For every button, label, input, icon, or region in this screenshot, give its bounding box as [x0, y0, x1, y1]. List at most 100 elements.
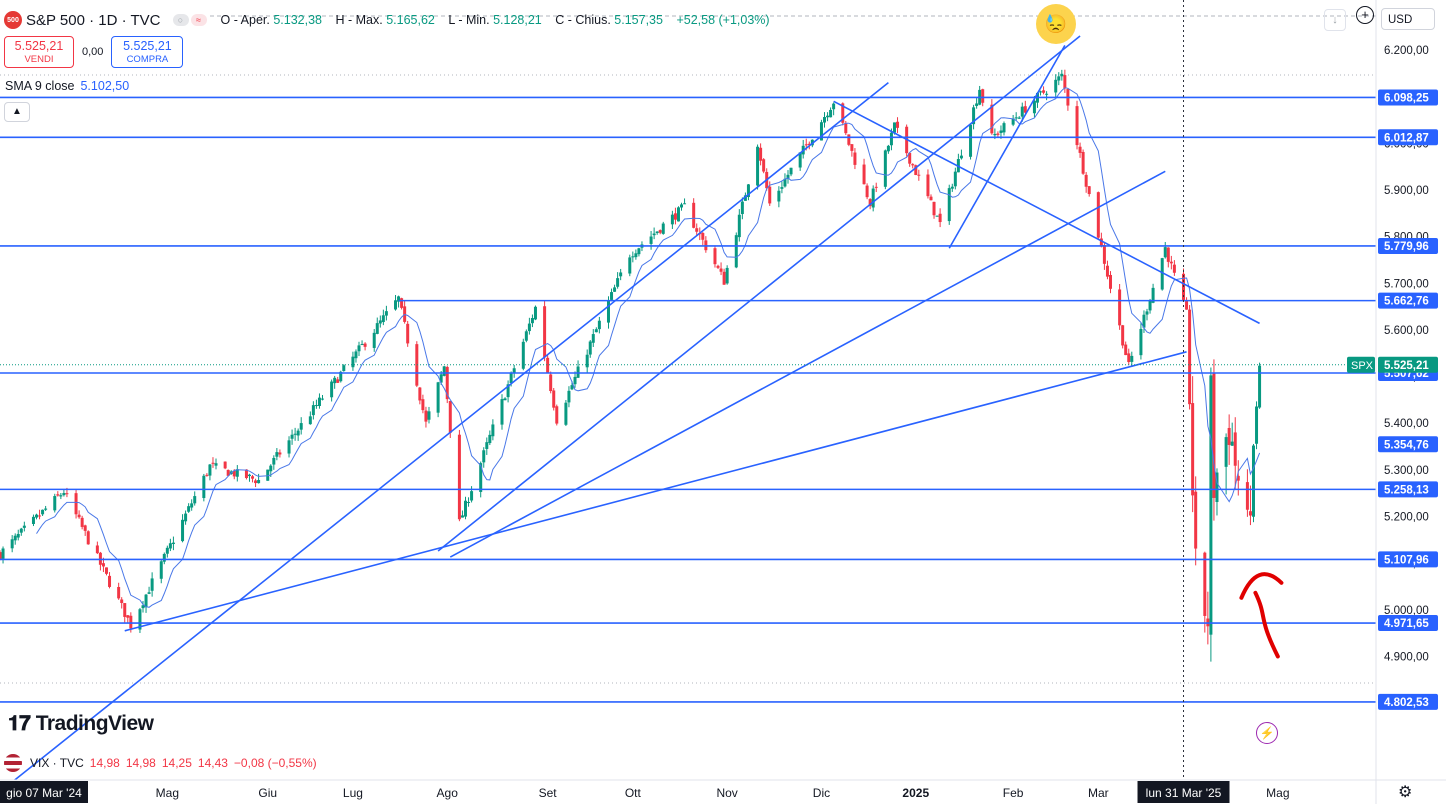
download-icon[interactable]: ↓: [1324, 9, 1346, 31]
candle-body: [360, 344, 364, 346]
candle: [658, 229, 662, 235]
candle-body: [1014, 117, 1018, 119]
candle-body: [1078, 146, 1082, 153]
candle-body: [1087, 186, 1091, 195]
candle: [83, 524, 87, 536]
level-price-tag: 6.098,25: [1378, 89, 1438, 106]
trade-panel: 5.525,21 VENDI 0,00 5.525,21 COMPRA: [4, 36, 184, 68]
price-tick-label: 5.300,00: [1384, 465, 1429, 477]
candle-body: [53, 496, 57, 511]
candle-body: [789, 167, 793, 175]
candle-body: [947, 188, 951, 222]
candle-body: [762, 159, 766, 172]
candle-body: [649, 236, 653, 244]
crosshair-date-tag: lun 31 Mar '25: [1137, 781, 1230, 803]
candle-body: [208, 464, 212, 476]
candle-body: [44, 508, 48, 510]
chevron-up-icon[interactable]: ▲: [4, 102, 30, 122]
candle: [1102, 242, 1106, 270]
candle: [555, 404, 559, 426]
candle-body: [1039, 91, 1043, 93]
trendline: [437, 35, 1081, 552]
candle-body: [1163, 247, 1167, 258]
sell-button[interactable]: 5.525,21 VENDI: [4, 36, 74, 68]
candle-body: [363, 343, 367, 347]
spread-value: 0,00: [82, 46, 104, 58]
currency-select[interactable]: USD: [1381, 8, 1435, 30]
candle-body: [670, 214, 674, 225]
candle-body: [1084, 174, 1088, 187]
candle: [442, 365, 446, 377]
candle-body: [616, 278, 620, 287]
trendline: [124, 351, 1187, 632]
candle-body: [972, 107, 976, 125]
candle-body: [823, 117, 827, 123]
candle: [235, 465, 239, 482]
candle: [1084, 172, 1088, 193]
level-price-tag-bg: [1378, 89, 1438, 106]
ohlc-low-value: 5.128,21: [493, 13, 542, 27]
crosshair-icon[interactable]: +: [1356, 6, 1374, 24]
vix-legend[interactable]: VIX · TVC 14,98 14,98 14,25 14,43 −0,08 …: [4, 754, 317, 772]
candle-body: [86, 531, 90, 545]
candle-body: [214, 463, 218, 466]
candle: [503, 397, 507, 401]
candle-body: [1209, 375, 1213, 635]
candle-body: [1017, 117, 1021, 119]
candle-body: [254, 480, 258, 484]
candle-body: [1105, 265, 1109, 277]
watermark-text: TradingView: [35, 712, 154, 735]
legend-toggles[interactable]: ○ ≈: [172, 14, 209, 26]
candle: [1054, 74, 1058, 98]
candle: [896, 117, 900, 133]
candle: [850, 143, 854, 157]
eye-toggle-icon[interactable]: ○: [172, 14, 189, 26]
wave-toggle-icon[interactable]: ≈: [190, 14, 207, 26]
candle: [287, 436, 291, 458]
candle: [634, 249, 638, 260]
level-price-tag-text: 5.107,96: [1384, 554, 1429, 566]
ohlc-high-key: H - Max.: [335, 13, 383, 27]
candle: [95, 541, 99, 555]
candle: [1203, 551, 1207, 633]
candle-body: [445, 366, 449, 400]
candle: [445, 365, 449, 404]
candle: [275, 448, 279, 461]
candle: [619, 268, 623, 281]
candle: [1255, 401, 1259, 450]
candle: [336, 376, 340, 383]
buy-label: COMPRA: [126, 54, 169, 65]
candle: [549, 371, 553, 394]
candle: [363, 342, 367, 351]
time-tick-label: 2025: [902, 786, 929, 800]
symbol-title[interactable]: S&P 500 · 1D · TVC: [26, 11, 161, 29]
candle: [734, 232, 738, 269]
candle: [1105, 260, 1109, 280]
red-arrow-annotation: [1239, 572, 1284, 659]
candle: [223, 461, 227, 470]
start-date-tag-text: gio 07 Mar '24: [6, 786, 82, 800]
candle-body: [613, 287, 617, 292]
candle-body: [314, 405, 318, 407]
level-price-tag-bg: [1378, 615, 1438, 632]
candle: [31, 514, 35, 527]
candle-body: [777, 190, 781, 202]
candle-body: [470, 491, 474, 501]
sell-label: VENDI: [24, 54, 54, 65]
candle: [546, 355, 550, 374]
candle: [470, 486, 474, 503]
candle: [159, 559, 163, 584]
candle-body: [871, 188, 875, 208]
sma-legend[interactable]: SMA 9 close 5.102,50: [5, 79, 129, 93]
candle-body: [695, 228, 699, 232]
candle-body: [701, 233, 705, 240]
header-bar: 500 S&P 500 · 1D · TVC ○ ≈ O - Aper. 5.1…: [4, 8, 780, 32]
extra-price-tag: 5.354,76: [1378, 436, 1438, 453]
candle-body: [351, 356, 355, 368]
candle-body: [868, 199, 872, 207]
gear-icon[interactable]: ⚙: [1398, 784, 1413, 801]
lightning-icon[interactable]: ⚡: [1256, 722, 1278, 744]
symbol-tag-bg: [1347, 356, 1375, 373]
buy-button[interactable]: 5.525,21 COMPRA: [111, 36, 184, 68]
